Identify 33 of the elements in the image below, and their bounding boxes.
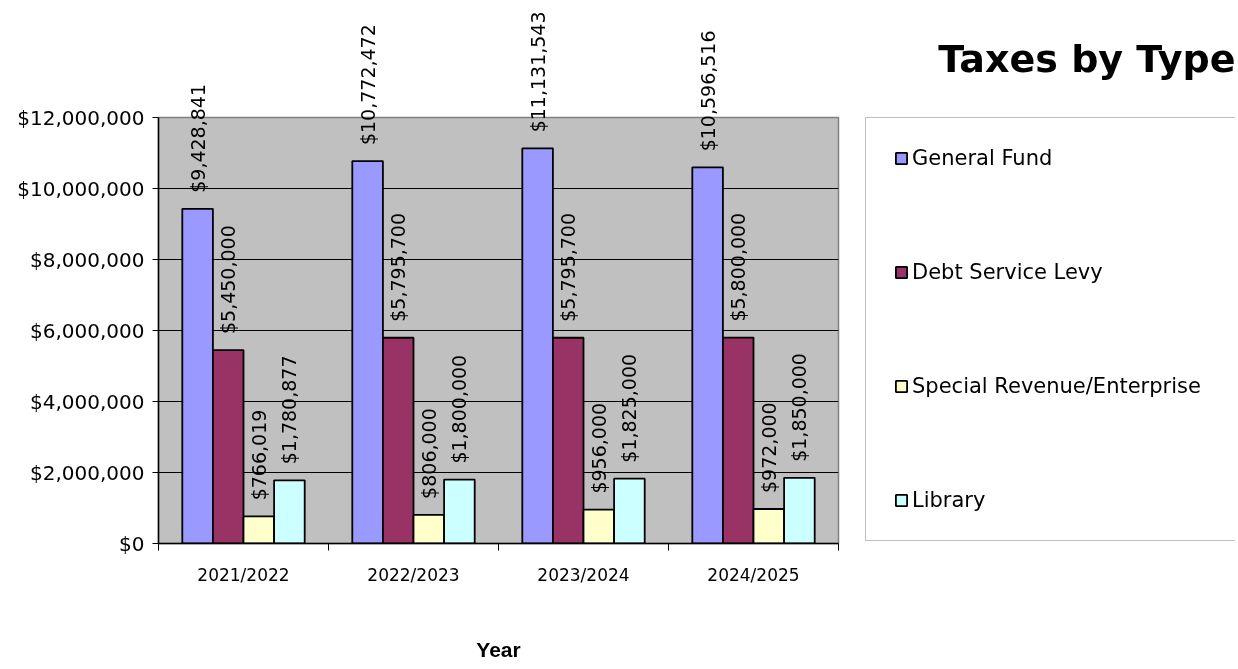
y-tick-label: $6,000,000 xyxy=(29,318,145,343)
legend-label: Special Revenue/Enterprise xyxy=(912,374,1202,398)
y-tick-label: $2,000,000 xyxy=(29,460,145,485)
legend-label: Debt Service Levy xyxy=(912,260,1104,284)
y-tick-label: $12,000,000 xyxy=(17,105,145,130)
x-axis-title: Year xyxy=(476,637,521,661)
x-tick-label: 2023/2024 xyxy=(537,564,630,585)
data-label: $1,780,877 xyxy=(278,355,301,465)
data-label: $5,795,700 xyxy=(387,212,410,322)
data-label: $806,000 xyxy=(417,408,440,499)
data-label: $9,428,841 xyxy=(186,83,209,193)
data-label: $11,131,543 xyxy=(526,11,549,133)
y-tick-label: $4,000,000 xyxy=(29,389,145,414)
legend-label: General Fund xyxy=(912,146,1054,170)
data-label: $1,800,000 xyxy=(448,354,471,464)
data-label: $5,450,000 xyxy=(217,225,240,335)
x-tick-label: 2022/2023 xyxy=(367,564,460,585)
y-tick-label: $10,000,000 xyxy=(17,176,145,201)
data-label: $5,800,000 xyxy=(727,212,750,322)
legend-label: Library xyxy=(912,488,987,512)
data-label: $10,772,472 xyxy=(356,24,379,146)
data-label: $956,000 xyxy=(587,402,610,494)
x-tick-label: 2024/2025 xyxy=(707,564,800,585)
data-label: $972,000 xyxy=(757,402,780,493)
data-label: $1,850,000 xyxy=(788,353,811,462)
data-label: $5,795,700 xyxy=(557,212,580,322)
data-label: $766,019 xyxy=(247,409,270,501)
y-tick-label: $0 xyxy=(119,531,145,556)
x-tick-label: 2021/2022 xyxy=(197,564,290,585)
data-label: $1,825,000 xyxy=(618,353,641,463)
y-tick-label: $8,000,000 xyxy=(29,247,145,272)
text: Taxes by Type xyxy=(938,36,1236,81)
data-label: $10,596,516 xyxy=(696,30,719,152)
